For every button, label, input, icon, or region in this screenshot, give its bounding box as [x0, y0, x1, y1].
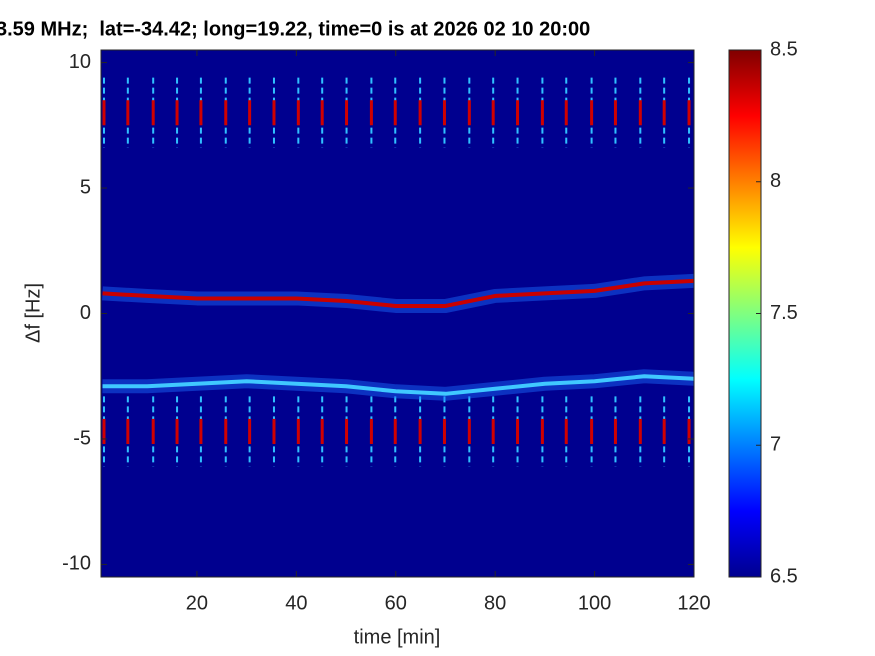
- chart-title: 3.59 MHz; lat=-34.42; long=19.22, time=0…: [0, 18, 590, 40]
- y-tick-label: -10: [62, 553, 91, 575]
- colorbar-tick-label: 8: [770, 170, 781, 192]
- x-tick-label: 40: [285, 592, 307, 614]
- y-tick-label: 10: [69, 51, 91, 73]
- x-tick-label: 100: [578, 592, 611, 614]
- x-tick-label: 20: [186, 592, 208, 614]
- plot-area: [102, 77, 694, 467]
- colorbar: [728, 49, 762, 578]
- x-tick-label: 60: [385, 592, 407, 614]
- y-axis-label: Δf [Hz]: [22, 283, 44, 343]
- trace: [102, 278, 694, 308]
- y-tick-label: -5: [73, 427, 91, 449]
- y-tick-label: 0: [80, 302, 91, 324]
- colorbar-tick-label: 6.5: [770, 565, 798, 587]
- colorbar-tick-label: 8.5: [770, 38, 798, 60]
- trace: [102, 374, 694, 396]
- x-tick-label: 120: [677, 592, 710, 614]
- plot-background: [101, 50, 694, 577]
- x-axis-label: time [min]: [354, 626, 441, 648]
- x-tick-label: 80: [484, 592, 506, 614]
- colorbar-tick-label: 7: [770, 434, 781, 456]
- colorbar-tick-label: 7.5: [770, 302, 798, 324]
- y-tick-label: 5: [80, 176, 91, 198]
